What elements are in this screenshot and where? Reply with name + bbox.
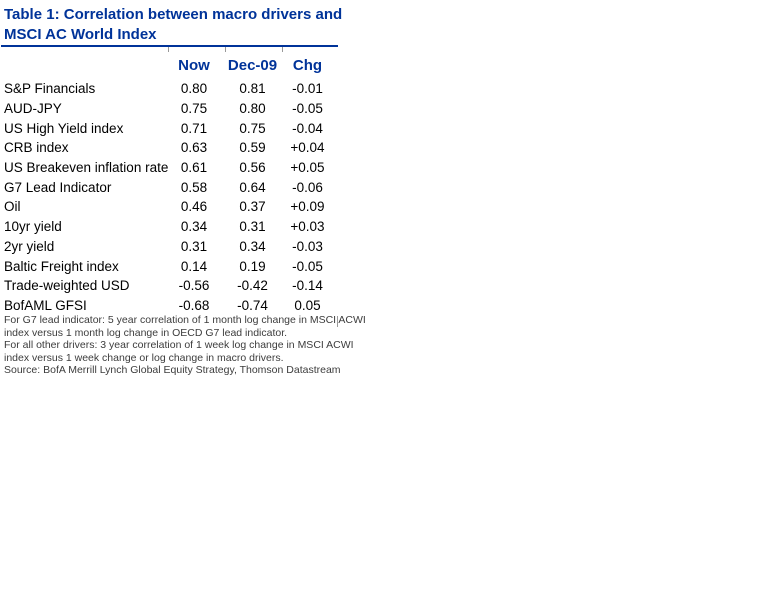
footnote-line: index versus 1 week change or log change…	[4, 351, 284, 364]
table-row: Trade-weighted USD -0.56 -0.42 -0.14	[4, 276, 334, 296]
table-row: Baltic Freight index 0.14 0.19 -0.05	[4, 256, 334, 276]
row-label: US High Yield index	[4, 120, 124, 136]
column-header-dec09: Dec-09	[227, 57, 278, 74]
table-body: S&P Financials 0.80 0.81 -0.01 AUD-JPY 0…	[4, 79, 334, 315]
footnote-line: For all other drivers: 3 year correlatio…	[4, 339, 354, 352]
column-header-now: Now	[178, 57, 210, 74]
dec09-value: -0.74	[237, 297, 268, 313]
column-tick	[225, 47, 226, 52]
table-title-line1: Table 1: Correlation between macro drive…	[4, 6, 343, 23]
table-row: BofAML GFSI -0.68 -0.74 0.05	[4, 296, 334, 316]
dec09-value: 0.81	[239, 81, 266, 97]
row-label: 2yr yield	[4, 238, 55, 254]
row-label: Baltic Freight index	[4, 258, 119, 274]
chg-value: +0.04	[290, 140, 325, 156]
row-label: Oil	[4, 199, 21, 215]
dec09-value: 0.31	[239, 219, 266, 235]
dec09-value: 0.34	[239, 238, 266, 254]
table-row: CRB index 0.63 0.59 +0.04	[4, 138, 334, 158]
table-title-line2: MSCI AC World Index	[4, 26, 157, 43]
chg-value: -0.14	[292, 278, 323, 294]
correlation-table: Now Dec-09 Chg S&P Financials 0.80 0.81 …	[4, 52, 334, 315]
chg-value: -0.01	[292, 81, 323, 97]
table-row: US High Yield index 0.71 0.75 -0.04	[4, 118, 334, 138]
dec09-value: 0.64	[239, 179, 266, 195]
now-value: 0.58	[180, 179, 208, 195]
table-right-edge-mark	[337, 316, 338, 327]
row-label: BofAML GFSI	[4, 297, 87, 313]
table-row: US Breakeven inflation rate 0.61 0.56 +0…	[4, 158, 334, 178]
now-value: 0.63	[180, 140, 208, 156]
dec09-value: -0.42	[237, 278, 268, 294]
table-row: G7 Lead Indicator 0.58 0.64 -0.06	[4, 177, 334, 197]
now-value: 0.75	[180, 101, 208, 117]
table-row: 2yr yield 0.31 0.34 -0.03	[4, 237, 334, 257]
row-label: CRB index	[4, 140, 69, 156]
table-row: Oil 0.46 0.37 +0.09	[4, 197, 334, 217]
footnotes-block: For G7 lead indicator: 5 year correlatio…	[4, 314, 366, 377]
column-header-empty	[4, 52, 164, 79]
footnote-line: index versus 1 month log change in OECD …	[4, 326, 288, 339]
now-value: 0.34	[180, 219, 208, 235]
dec09-value: 0.37	[239, 199, 266, 215]
now-value: -0.68	[178, 297, 210, 313]
dec09-value: 0.59	[239, 140, 266, 156]
table-row: S&P Financials 0.80 0.81 -0.01	[4, 79, 334, 99]
row-label: 10yr yield	[4, 219, 62, 235]
header-row: Now Dec-09 Chg	[4, 52, 334, 79]
now-value: 0.80	[180, 81, 208, 97]
chg-value: +0.05	[290, 160, 325, 176]
title-underline-rule	[1, 45, 338, 47]
chg-value: +0.03	[290, 219, 325, 235]
now-value: -0.56	[178, 278, 210, 294]
dec09-value: 0.80	[239, 101, 266, 117]
chg-value: -0.06	[292, 179, 323, 195]
row-label: G7 Lead Indicator	[4, 179, 112, 195]
table-row: AUD-JPY 0.75 0.80 -0.05	[4, 99, 334, 119]
row-label: S&P Financials	[4, 81, 96, 97]
dec09-value: 0.56	[239, 160, 266, 176]
chg-value: -0.05	[292, 258, 323, 274]
now-value: 0.46	[180, 199, 208, 215]
column-tick	[168, 47, 169, 52]
chg-value: -0.03	[292, 238, 323, 254]
table-row: 10yr yield 0.34 0.31 +0.03	[4, 217, 334, 237]
column-header-chg: Chg	[292, 57, 323, 74]
chg-value: +0.09	[290, 199, 325, 215]
dec09-value: 0.75	[239, 120, 266, 136]
chg-value: -0.04	[292, 120, 323, 136]
source-line: Source: BofA Merrill Lynch Global Equity…	[4, 364, 341, 377]
dec09-value: 0.19	[239, 258, 266, 274]
column-tick	[282, 47, 283, 52]
now-value: 0.31	[180, 238, 208, 254]
footnote-line: For G7 lead indicator: 5 year correlatio…	[4, 314, 366, 326]
now-value: 0.71	[180, 120, 208, 136]
now-value: 0.61	[180, 160, 208, 176]
table-title: Table 1: Correlation between macro drive…	[4, 5, 344, 45]
chg-value: -0.05	[292, 101, 323, 117]
row-label: Trade-weighted USD	[4, 278, 130, 294]
row-label: US Breakeven inflation rate	[4, 160, 169, 176]
row-label: AUD-JPY	[4, 101, 62, 117]
now-value: 0.14	[180, 258, 208, 274]
chg-value: 0.05	[294, 297, 321, 313]
